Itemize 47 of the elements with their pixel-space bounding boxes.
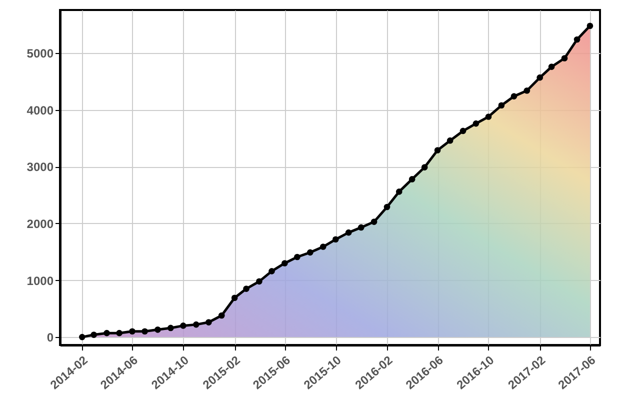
point — [472, 120, 480, 127]
point — [384, 204, 390, 210]
point — [78, 334, 86, 340]
point — [320, 244, 326, 250]
point — [524, 87, 530, 94]
point — [434, 147, 441, 154]
point — [446, 137, 454, 144]
point — [192, 321, 200, 328]
y-tick-label: 5000 — [26, 46, 54, 61]
point — [396, 188, 402, 195]
point — [498, 102, 505, 109]
point — [307, 249, 314, 256]
point — [574, 36, 580, 43]
point — [421, 164, 428, 170]
point — [536, 74, 544, 81]
point — [358, 224, 364, 231]
y-tick-label: 2000 — [26, 216, 54, 231]
point — [90, 332, 97, 338]
point — [345, 229, 352, 236]
point — [332, 236, 339, 243]
point — [116, 330, 122, 336]
y-tick-label: 3000 — [26, 160, 54, 174]
point — [154, 326, 161, 333]
y-tick-label: 4000 — [26, 103, 54, 118]
y-tick-label: 0 — [46, 330, 54, 345]
point — [243, 286, 250, 292]
point — [510, 93, 518, 100]
point — [282, 260, 288, 266]
point — [485, 114, 492, 120]
point — [142, 328, 148, 335]
point — [370, 218, 378, 225]
point — [206, 319, 212, 326]
point — [168, 324, 174, 332]
point — [294, 254, 300, 260]
point — [548, 64, 555, 70]
point — [218, 312, 225, 319]
point — [586, 22, 594, 30]
point — [268, 268, 275, 274]
point — [408, 176, 416, 182]
point — [129, 328, 136, 335]
point — [561, 55, 568, 62]
point — [460, 128, 466, 134]
point — [231, 294, 238, 302]
point — [180, 322, 186, 329]
point — [256, 278, 262, 285]
y-tick-label: 1000 — [26, 274, 54, 288]
point — [104, 330, 110, 336]
